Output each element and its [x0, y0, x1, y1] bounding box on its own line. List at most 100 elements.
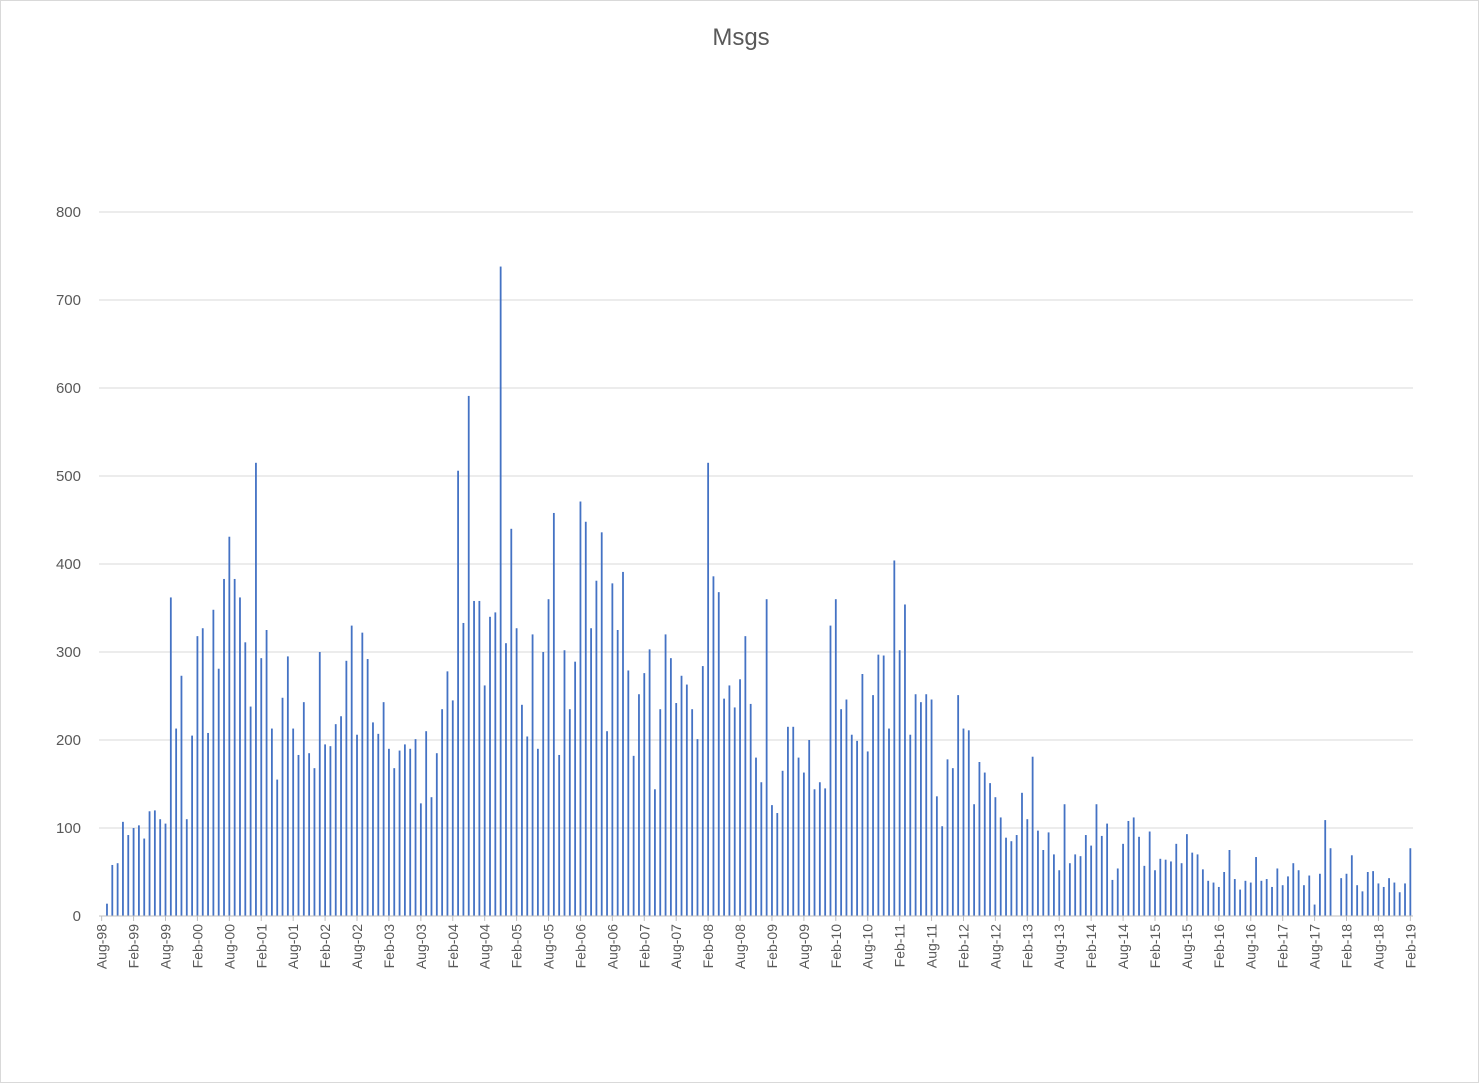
- bar: [542, 652, 545, 916]
- bar: [313, 768, 316, 916]
- bar: [1201, 869, 1204, 916]
- bar: [1217, 886, 1220, 916]
- x-tick-label: Feb-03: [381, 924, 397, 969]
- x-tick-label: Aug-09: [796, 924, 812, 969]
- bar: [978, 762, 981, 916]
- bar: [191, 735, 193, 916]
- x-tick-label: Feb-17: [1275, 924, 1291, 969]
- bar: [989, 783, 991, 916]
- bar: [398, 750, 401, 916]
- bar: [638, 694, 640, 916]
- bar: [1409, 848, 1412, 916]
- x-tick-label: Feb-15: [1147, 924, 1163, 969]
- bar: [1191, 852, 1194, 916]
- y-tick-label: 500: [56, 468, 81, 485]
- bar: [1122, 843, 1124, 916]
- bar: [946, 759, 949, 916]
- bar: [106, 903, 108, 916]
- bar: [148, 811, 151, 916]
- x-axis-tick-labels: Aug-98 Feb-99 Aug-99 Feb-00 Aug-00 Feb-01 Aug-…: [94, 916, 1418, 969]
- bar: [143, 838, 146, 916]
- bar: [366, 659, 369, 916]
- bar: [164, 823, 167, 916]
- bar: [324, 744, 326, 916]
- bar: [691, 709, 694, 916]
- bar: [1063, 804, 1066, 916]
- bar: [877, 654, 880, 916]
- bar: [824, 788, 827, 916]
- bar: [739, 679, 741, 916]
- bar: [175, 728, 178, 916]
- bar: [1042, 850, 1045, 916]
- bar: [771, 805, 773, 916]
- x-tick-label: Aug-15: [1179, 924, 1195, 969]
- bar: [1138, 836, 1140, 916]
- bar: [345, 660, 348, 916]
- bar: [1186, 834, 1188, 916]
- bar: [1239, 889, 1242, 916]
- bar: [1068, 863, 1071, 916]
- x-tick-label: Aug-06: [604, 924, 620, 969]
- x-tick-label: Aug-01: [285, 924, 301, 969]
- x-tick-label: Feb-18: [1339, 924, 1355, 969]
- bar: [441, 709, 444, 916]
- bar: [898, 650, 901, 916]
- x-tick-label: Aug-08: [732, 924, 748, 969]
- bar: [467, 395, 470, 916]
- x-tick-label: Aug-17: [1307, 924, 1323, 969]
- bar: [882, 655, 885, 916]
- bar: [584, 521, 587, 916]
- x-tick-label: Feb-19: [1402, 924, 1418, 969]
- bar: [138, 825, 140, 916]
- y-tick-label: 700: [56, 292, 81, 309]
- bar: [1100, 835, 1103, 916]
- x-tick-label: Feb-00: [189, 924, 205, 969]
- bar: [935, 796, 938, 916]
- bar: [622, 571, 624, 916]
- bar: [111, 864, 114, 916]
- bar: [318, 652, 321, 916]
- bar: [1079, 856, 1082, 916]
- x-tick-label: Feb-11: [892, 924, 908, 968]
- bar: [483, 685, 486, 916]
- x-tick-label: Feb-09: [764, 924, 780, 969]
- y-tick-label: 0: [73, 908, 81, 925]
- bar: [1010, 841, 1013, 916]
- x-tick-label: Aug-12: [987, 924, 1003, 969]
- bar: [845, 699, 848, 916]
- bar: [669, 658, 672, 916]
- bar: [1090, 845, 1093, 916]
- bar: [393, 768, 396, 916]
- bar: [611, 583, 614, 916]
- bar: [648, 649, 651, 916]
- bar: [1382, 886, 1385, 916]
- bar: [818, 782, 821, 916]
- bar: [185, 819, 188, 916]
- bar: [1319, 873, 1321, 916]
- bar: [1260, 880, 1263, 916]
- x-tick-label: Feb-12: [955, 924, 971, 969]
- bar: [973, 804, 976, 916]
- bar: [382, 702, 385, 916]
- bar: [153, 810, 156, 916]
- bar: [568, 709, 571, 916]
- bar: [856, 740, 858, 916]
- x-tick-label: Feb-99: [126, 924, 142, 969]
- bar: [1047, 832, 1050, 916]
- bar: [983, 772, 986, 916]
- y-tick-label: 100: [56, 820, 81, 837]
- bar: [1361, 891, 1364, 916]
- bar: [1265, 879, 1268, 916]
- bar: [1180, 863, 1183, 916]
- bar: [356, 734, 358, 916]
- bar: [239, 597, 241, 916]
- x-tick-label: Aug-07: [668, 924, 684, 969]
- x-tick-label: Aug-00: [221, 924, 237, 969]
- bar: [680, 675, 683, 916]
- bar: [1308, 875, 1311, 916]
- bar: [701, 666, 704, 916]
- bar: [574, 661, 577, 916]
- bar: [435, 753, 438, 916]
- bar: [515, 628, 518, 916]
